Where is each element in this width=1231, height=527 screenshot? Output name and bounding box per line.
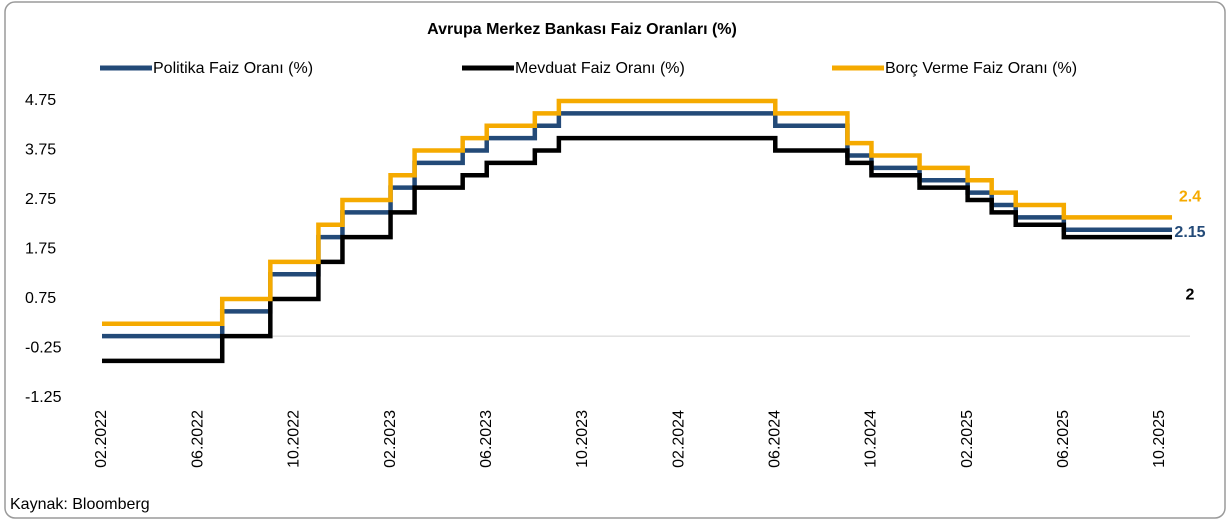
chart-title: Avrupa Merkez Bankası Faiz Oranları (%) — [427, 21, 737, 38]
x-tick-label: 10.2023 — [574, 410, 591, 468]
y-tick-label: 1.75 — [25, 241, 56, 258]
x-tick-label: 06.2022 — [189, 410, 206, 468]
y-tick-label: 4.75 — [25, 92, 56, 109]
y-tick-label: 3.75 — [25, 142, 56, 159]
chart-frame — [4, 1, 1226, 519]
legend-label: Mevduat Faiz Oranı (%) — [515, 60, 685, 77]
x-tick-label: 10.2025 — [1151, 410, 1168, 468]
end-label: 2.4 — [1179, 189, 1201, 206]
source-note: Kaynak: Bloomberg — [10, 496, 150, 513]
x-tick-label: 06.2024 — [766, 410, 783, 468]
legend-label: Politika Faiz Oranı (%) — [153, 60, 313, 77]
x-tick-label: 02.2022 — [93, 410, 110, 468]
y-tick-label: -0.25 — [25, 340, 62, 357]
x-tick-label: 10.2022 — [286, 410, 303, 468]
y-tick-label: -1.25 — [25, 389, 62, 406]
series-line — [102, 98, 1173, 326]
y-tick-label: 0.75 — [25, 290, 56, 307]
x-tick-label: 02.2023 — [382, 410, 399, 468]
x-tick-label: 10.2024 — [863, 410, 880, 468]
end-label: 2 — [1186, 286, 1195, 303]
series-line — [102, 135, 1173, 364]
x-tick-label: 06.2025 — [1055, 410, 1072, 468]
y-tick-label: 2.75 — [25, 191, 56, 208]
x-tick-label: 02.2024 — [670, 410, 687, 468]
x-tick-label: 02.2025 — [959, 410, 976, 468]
legend-label: Borç Verme Faiz Oranı (%) — [885, 60, 1077, 77]
end-label: 2.15 — [1174, 224, 1205, 241]
x-tick-label: 06.2023 — [478, 410, 495, 468]
